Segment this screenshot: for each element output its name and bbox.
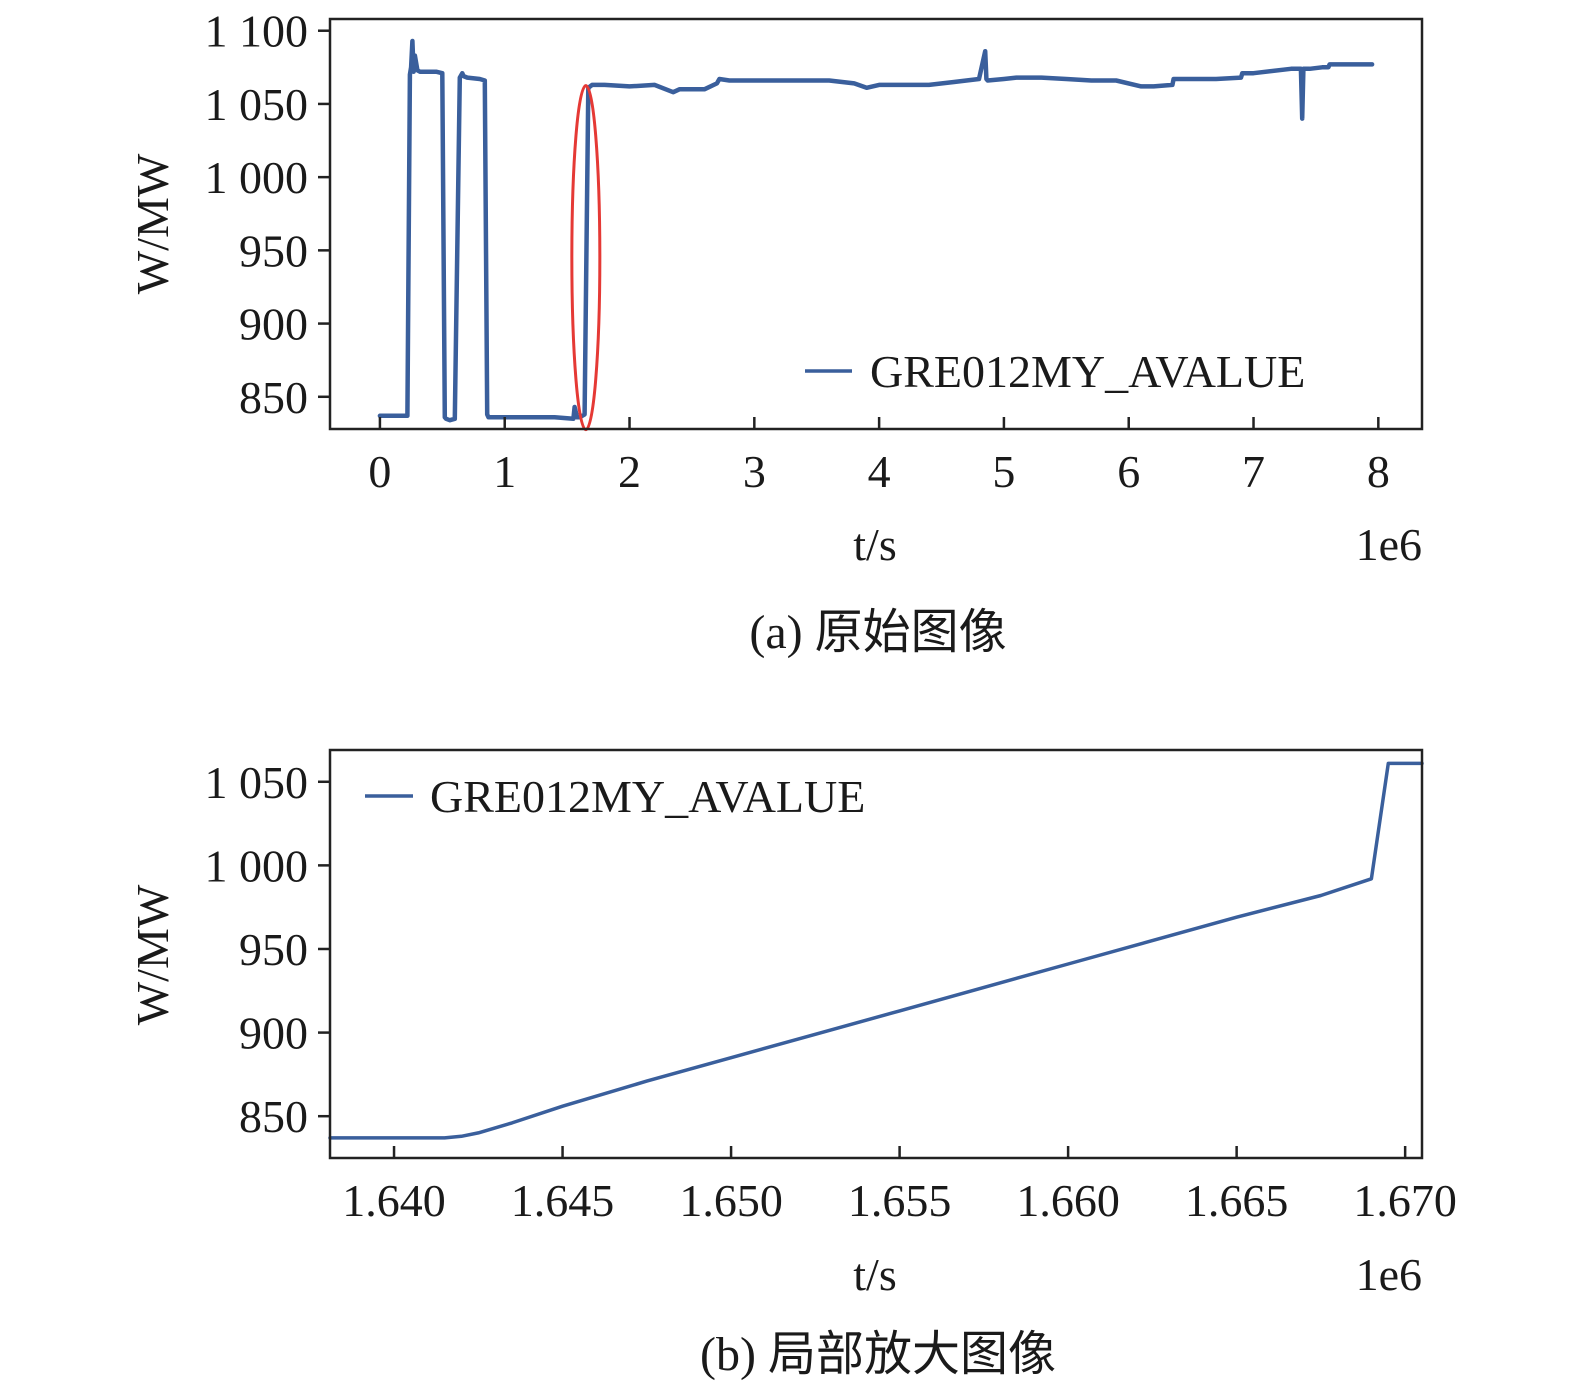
- y-ticks-a: 850 900 950 1 000 1 050 1 100: [205, 6, 330, 423]
- plot-frame-b: [328, 748, 1424, 1160]
- y-axis-label-a: W/MW: [127, 153, 178, 294]
- caption-b: (b) 局部放大图像: [700, 1328, 1056, 1381]
- x-tick-label: 2: [618, 446, 641, 497]
- caption-a: (a) 原始图像: [749, 606, 1006, 659]
- x-tick-label: 1.660: [1016, 1175, 1120, 1226]
- x-tick-label: 1.655: [848, 1175, 952, 1226]
- x-tick-label: 1.645: [511, 1175, 615, 1226]
- y-tick-label: 1 000: [205, 840, 309, 891]
- chart-b: 1.640 1.645 1.650 1.655 1.660 1.665 1.670 850 9…: [127, 748, 1457, 1381]
- legend-b: GRE012MY_AVALUE: [365, 771, 865, 822]
- y-tick-label: 850: [239, 1091, 308, 1142]
- y-tick-label: 900: [239, 299, 308, 350]
- x-axis-label-a: t/s: [853, 519, 896, 570]
- chart-a: 0 1 2 3 4 5 6 7 8 850 900 950 1 000 1 050 1 100 GRE01…: [127, 6, 1424, 659]
- x-tick-label: 4: [868, 446, 891, 497]
- series-line: [377, 38, 1375, 423]
- x-tick-label: 1.650: [679, 1175, 783, 1226]
- x-tick-label: 1.665: [1185, 1175, 1289, 1226]
- y-tick-label: 950: [239, 225, 308, 276]
- x-tick-label: 6: [1117, 446, 1140, 497]
- legend-label-b: GRE012MY_AVALUE: [430, 771, 865, 822]
- x-ticks-b: 1.640 1.645 1.650 1.655 1.660 1.665 1.670: [342, 1146, 1457, 1226]
- legend-a: GRE012MY_AVALUE: [805, 346, 1305, 397]
- y-tick-label: 900: [239, 1008, 308, 1059]
- y-tick-label: 1 050: [205, 757, 309, 808]
- x-tick-label: 1.640: [342, 1175, 446, 1226]
- series-line: [328, 761, 1424, 1140]
- series-line-gre012my-avalue-b: [328, 761, 1424, 1140]
- plot-frame-a: [328, 17, 1424, 431]
- x-axis-label-b: t/s: [853, 1249, 896, 1300]
- y-tick-label: 1 050: [205, 79, 309, 130]
- legend-label-a: GRE012MY_AVALUE: [870, 346, 1305, 397]
- x-tick-label: 1.670: [1353, 1175, 1457, 1226]
- x-tick-label: 3: [743, 446, 766, 497]
- y-tick-label: 950: [239, 924, 308, 975]
- x-tick-label: 1: [493, 446, 516, 497]
- x-ticks-a: 0 1 2 3 4 5 6 7 8: [368, 417, 1390, 497]
- y-axis-label-b: W/MW: [127, 884, 178, 1025]
- x-tick-label: 5: [992, 446, 1015, 497]
- y-ticks-b: 850 900 950 1 000 1 050: [205, 757, 330, 1142]
- y-tick-label: 850: [239, 372, 308, 423]
- x-tick-label: 8: [1367, 446, 1390, 497]
- x-tick-label: 7: [1242, 446, 1265, 497]
- x-tick-label: 0: [368, 446, 391, 497]
- x-scale-label-a: 1e6: [1356, 519, 1422, 570]
- series-line-gre012my-avalue-a: [377, 38, 1375, 423]
- x-scale-label-b: 1e6: [1356, 1249, 1422, 1300]
- y-tick-label: 1 100: [205, 6, 309, 57]
- y-tick-label: 1 000: [205, 152, 309, 203]
